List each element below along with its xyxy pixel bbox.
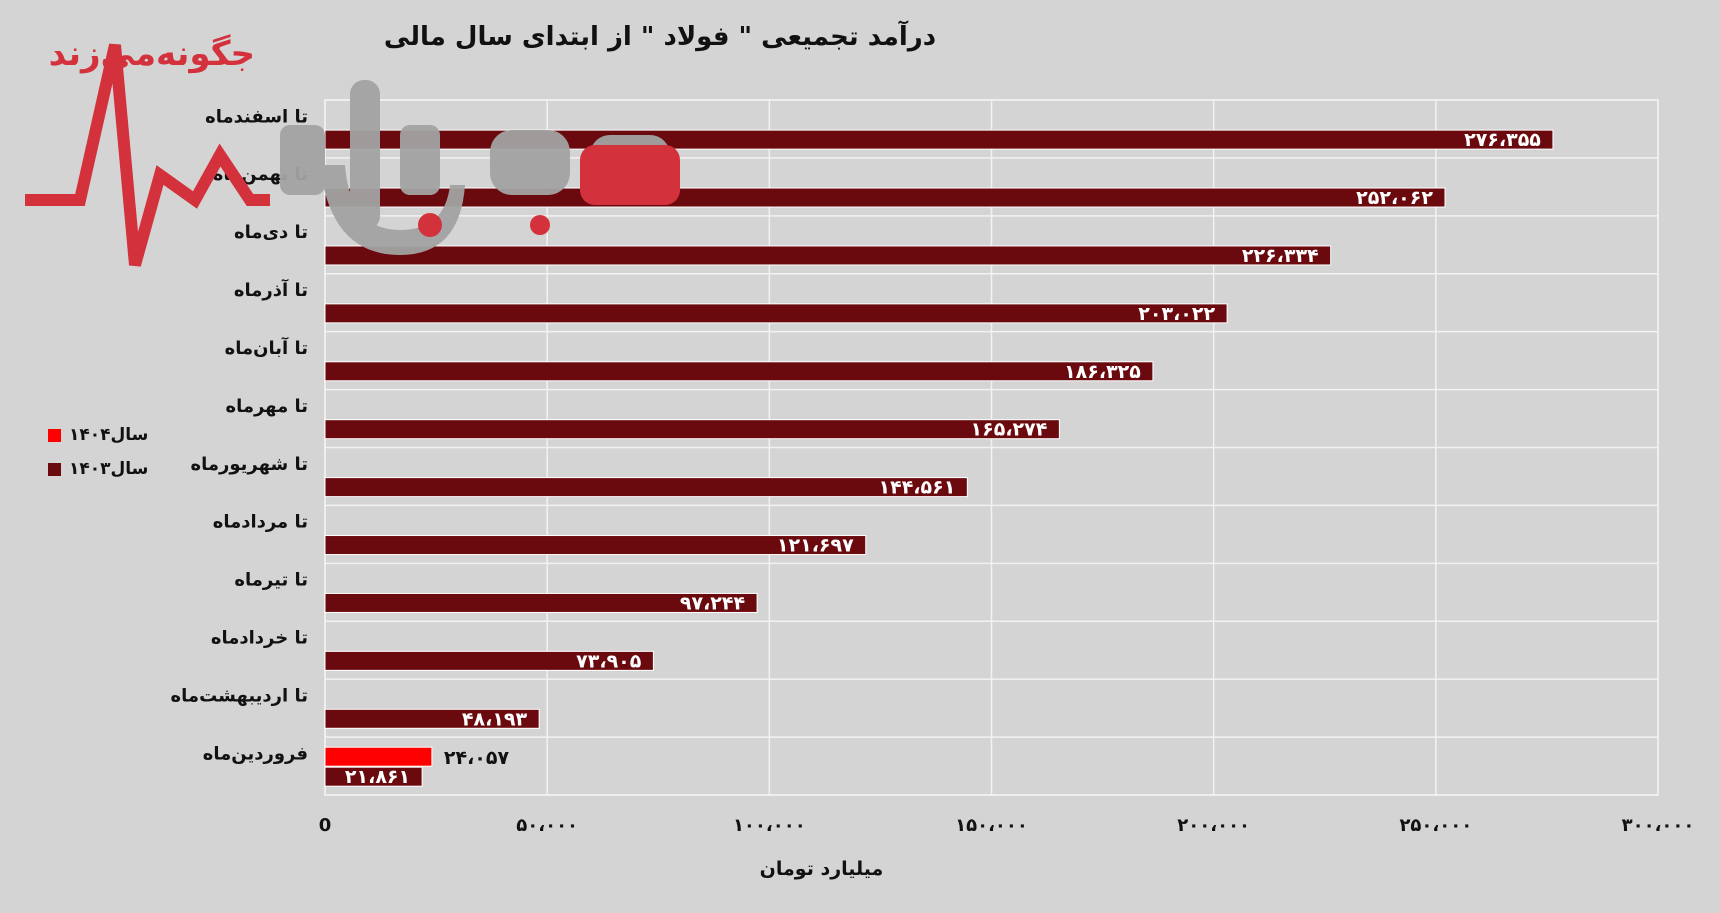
- category-label: تا شهریورماه: [190, 454, 308, 475]
- data-label-1403: ۹۷،۲۴۴: [680, 592, 745, 614]
- data-label-1403: ۲۰۳،۰۲۲: [1138, 303, 1215, 325]
- bar-1403: [324, 419, 1060, 440]
- category-label: فروردین‌ماه: [203, 743, 308, 764]
- data-label-1403: ۴۸،۱۹۳: [462, 708, 528, 730]
- bar-1403: [324, 245, 1332, 266]
- data-label-1403: ۲۷۶،۳۵۵: [1464, 129, 1541, 151]
- category-label: تا آذرماه: [234, 278, 308, 301]
- x-tick-label: ۵۰،۰۰۰: [516, 815, 578, 836]
- category-label: تا اسفندماه: [205, 106, 308, 127]
- x-tick-label: ۳۰۰،۰۰۰: [1622, 815, 1695, 836]
- data-label-1403: ۷۳،۹۰۵: [576, 650, 642, 672]
- legend-item-1404: سال۱۴۰۴: [48, 418, 148, 452]
- bar-1403: [324, 129, 1554, 150]
- bar-1403: [324, 535, 867, 556]
- x-tick-label: ۲۰۰،۰۰۰: [1177, 815, 1250, 836]
- bar-1403: [324, 303, 1228, 324]
- category-label: تا مردادماه: [213, 512, 308, 533]
- bar-1403: [324, 592, 758, 613]
- x-tick-label: ۱۰۰،۰۰۰: [733, 815, 806, 836]
- chart-title: درآمد تجمیعی " فولاد " از ابتدای سال مال…: [383, 22, 937, 52]
- legend-item-1403: سال۱۴۰۳: [48, 452, 148, 486]
- bar-1403: [324, 361, 1154, 382]
- category-label: تا آبان‌ماه: [225, 336, 308, 359]
- data-label-1403: ۲۲۶،۳۳۴: [1242, 245, 1319, 267]
- category-label: تا مهرماه: [225, 396, 308, 417]
- category-label: تا خردادماه: [211, 628, 308, 649]
- category-label: تا اردیبهشت‌ماه: [171, 685, 308, 706]
- legend-label-1403: سال۱۴۰۳: [69, 459, 149, 479]
- legend-swatch-1404: [48, 428, 61, 442]
- data-label-1403: ۲۱،۸۶۱: [345, 766, 410, 788]
- bar-1404: [324, 746, 433, 767]
- data-label-1403: ۱۲۱،۶۹۷: [777, 535, 854, 557]
- category-label: تا تیرماه: [234, 570, 308, 591]
- x-tick-label: ۱۵۰،۰۰۰: [955, 815, 1028, 836]
- bar-1403: [324, 766, 423, 787]
- category-label: تا بهمن‌ماه: [213, 164, 308, 185]
- category-label: تا دی‌ماه: [234, 222, 308, 243]
- x-tick-label: 0: [319, 815, 332, 836]
- x-axis-label: میلیارد تومان: [760, 858, 884, 880]
- data-label-1404: ۲۴،۰۵۷: [444, 747, 510, 769]
- legend: سال۱۴۰۴ سال۱۴۰۳: [48, 418, 148, 486]
- data-label-1403: ۱۶۵،۲۷۴: [971, 419, 1048, 441]
- x-tick-label: ۲۵۰،۰۰۰: [1399, 815, 1472, 836]
- bar-1403: [324, 187, 1446, 208]
- legend-swatch-1403: [48, 462, 61, 476]
- bar-1403: [324, 650, 654, 671]
- legend-label-1404: سال۱۴۰۴: [69, 425, 149, 445]
- bar-1403: [324, 477, 968, 498]
- data-label-1403: ۱۴۴،۵۶۱: [879, 477, 956, 499]
- data-label-1403: ۱۸۶،۳۲۵: [1064, 361, 1141, 383]
- data-label-1403: ۲۵۲،۰۶۲: [1356, 187, 1433, 209]
- bar-1403: [324, 708, 540, 729]
